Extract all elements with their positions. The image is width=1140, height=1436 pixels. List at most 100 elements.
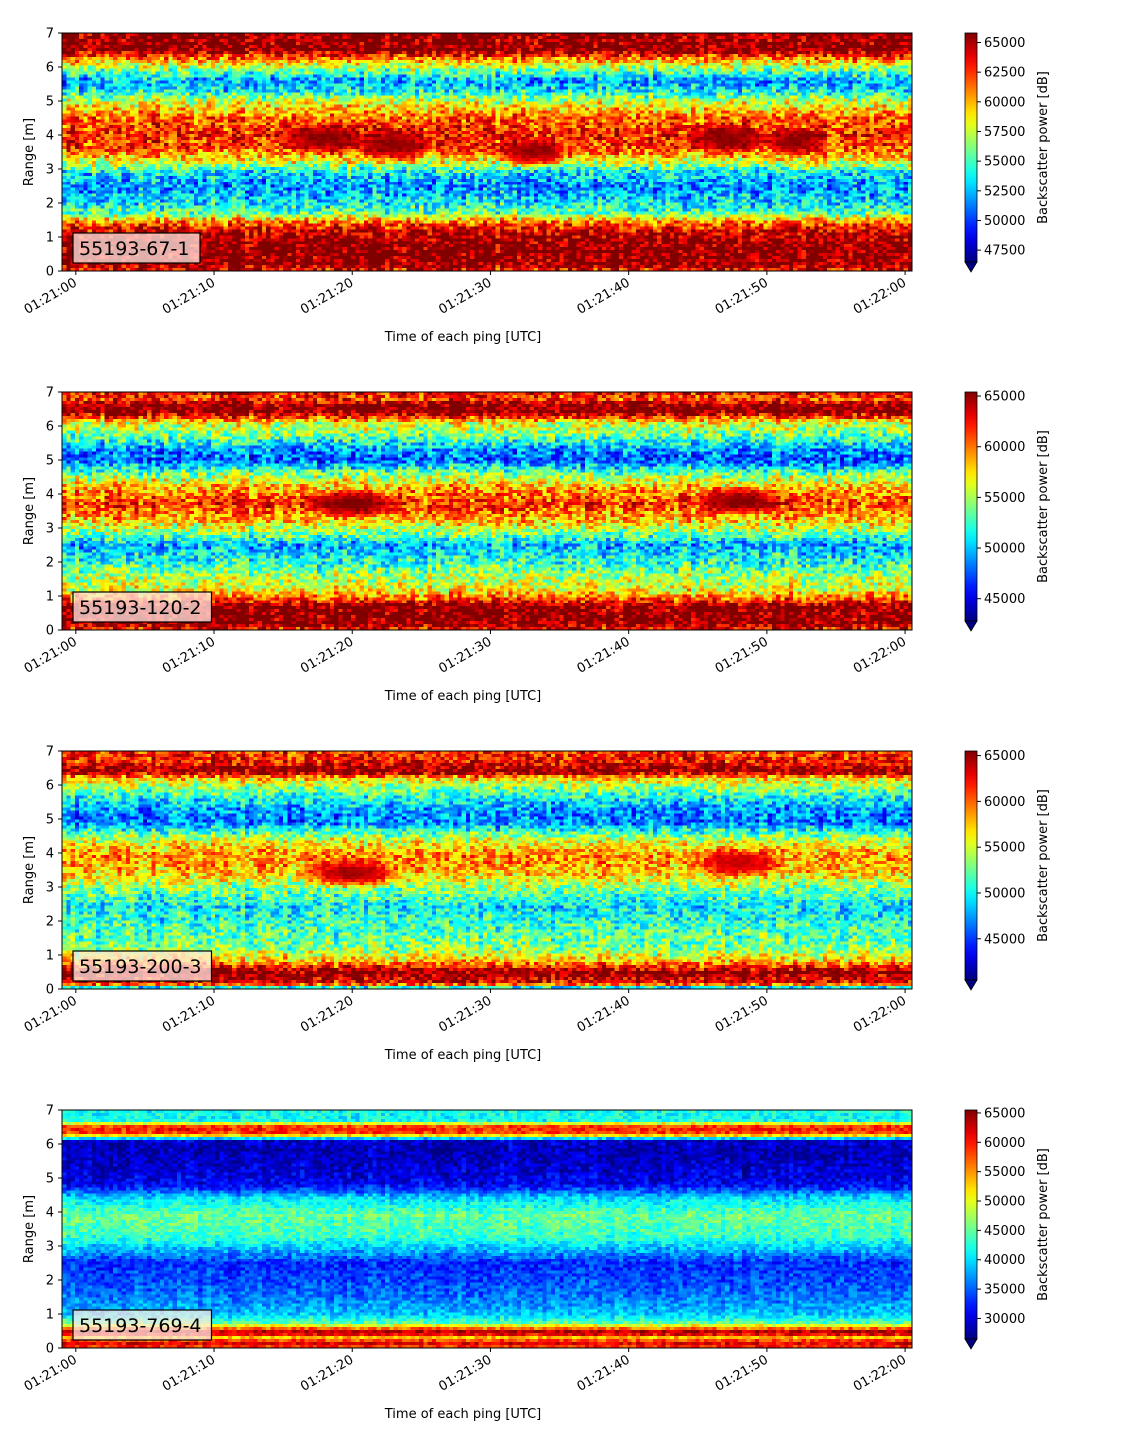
echogram-panel-3: 0 1 2 3 4 5 6 7 01:21:00 01:21:10 01:21:20 01:21:30… — [22, 745, 1051, 1064]
colorbar-tick-label: 65000 — [984, 1106, 1025, 1121]
colorbar-tick-label: 45000 — [984, 592, 1025, 607]
y-tick-label: 4 — [46, 847, 54, 862]
y-tick-label: 7 — [46, 27, 54, 42]
x-axis-label: Time of each ping [UTC] — [384, 689, 542, 704]
x-tick-label: 01:21:10 — [160, 634, 218, 676]
x-axis-label: Time of each ping [UTC] — [384, 1407, 542, 1422]
colorbar: 30000 35000 40000 45000 50000 55000 60000 65000… — [964, 1106, 1051, 1350]
y-tick-label: 0 — [46, 983, 54, 998]
x-tick-label: 01:21:50 — [713, 1352, 771, 1394]
y-tick-label: 3 — [46, 1240, 54, 1255]
y-tick-label: 0 — [46, 624, 54, 639]
echogram-heatmap — [62, 33, 912, 271]
colorbar-label: Backscatter power [dB] — [1036, 71, 1051, 224]
x-tick-label: 01:21:30 — [436, 275, 494, 317]
x-tick-label: 01:21:50 — [713, 634, 771, 676]
y-tick-label: 1 — [46, 949, 54, 964]
colorbar: 47500 50000 52500 55000 57500 60000 62500 65000… — [964, 32, 1051, 273]
colorbar-label: Backscatter power [dB] — [1036, 1148, 1051, 1301]
x-tick-label: 01:21:10 — [160, 1352, 218, 1394]
x-tick-label: 01:21:20 — [298, 634, 356, 676]
y-tick-label: 5 — [46, 454, 54, 469]
x-tick-label: 01:21:20 — [298, 275, 356, 317]
colorbar-tick-label: 40000 — [984, 1253, 1025, 1268]
x-tick-label: 01:21:10 — [160, 993, 218, 1035]
x-tick-label: 01:21:50 — [713, 993, 771, 1035]
transducer-label: 55193-67-1 — [72, 232, 201, 264]
x-tick-label: 01:22:00 — [851, 275, 909, 317]
x-tick-label: 01:21:00 — [22, 1352, 80, 1394]
y-tick-label: 5 — [46, 1172, 54, 1187]
axes-frame — [61, 32, 913, 272]
x-tick-label: 01:21:40 — [575, 1352, 633, 1394]
colorbar-gradient — [964, 750, 978, 981]
y-tick-label: 6 — [46, 779, 54, 794]
y-tick-label: 6 — [46, 420, 54, 435]
colorbar-extend-arrow — [964, 261, 978, 273]
y-tick-label: 1 — [46, 231, 54, 246]
echogram-panel-1: 0 1 2 3 4 5 6 7 01:21:00 01:21:10 01:21:20 01:21:30… — [22, 27, 1051, 346]
colorbar-tick-label: 65000 — [984, 749, 1025, 764]
axes-frame — [61, 391, 913, 631]
x-axis-label: Time of each ping [UTC] — [384, 1048, 542, 1063]
x-axis-label: Time of each ping [UTC] — [384, 330, 542, 345]
x-tick-label: 01:21:40 — [575, 634, 633, 676]
y-axis-label: Range [m] — [22, 477, 37, 545]
colorbar-tick-label: 50000 — [984, 1195, 1025, 1210]
axes-frame — [61, 750, 913, 990]
x-tick-label: 01:21:20 — [298, 1352, 356, 1394]
x-tick-label: 01:21:40 — [575, 993, 633, 1035]
x-tick-label: 01:22:00 — [851, 1352, 909, 1394]
svg-text:55193-200-3: 55193-200-3 — [79, 956, 202, 978]
y-tick-label: 3 — [46, 881, 54, 896]
y-tick-label: 4 — [46, 488, 54, 503]
x-tick-label: 01:21:30 — [436, 634, 494, 676]
echogram-heatmap — [62, 392, 912, 630]
y-tick-label: 1 — [46, 590, 54, 605]
y-tick-label: 4 — [46, 1206, 54, 1221]
y-tick-label: 3 — [46, 522, 54, 537]
axes-frame — [61, 1109, 913, 1349]
colorbar-extend-arrow — [964, 979, 978, 991]
colorbar-tick-label: 57500 — [984, 125, 1025, 140]
y-tick-label: 5 — [46, 813, 54, 828]
colorbar-tick-label: 55000 — [984, 841, 1025, 856]
colorbar-label: Backscatter power [dB] — [1036, 430, 1051, 583]
x-tick-label: 01:21:00 — [22, 993, 80, 1035]
colorbar: 45000 50000 55000 60000 65000 Backscatter pow… — [964, 749, 1051, 991]
y-tick-label: 4 — [46, 129, 54, 144]
colorbar-tick-label: 45000 — [984, 1224, 1025, 1239]
echogram-panel-4: 0 1 2 3 4 5 6 7 01:21:00 01:21:10 01:21:20 01:21:30… — [22, 1104, 1051, 1423]
x-tick-label: 01:21:00 — [22, 634, 80, 676]
y-tick-label: 2 — [46, 915, 54, 930]
y-tick-label: 7 — [46, 386, 54, 401]
y-tick-label: 2 — [46, 556, 54, 571]
colorbar-tick-label: 30000 — [984, 1312, 1025, 1327]
colorbar-tick-label: 55000 — [984, 155, 1025, 170]
y-tick-label: 1 — [46, 1308, 54, 1323]
colorbar-tick-label: 62500 — [984, 66, 1025, 81]
colorbar-tick-label: 50000 — [984, 886, 1025, 901]
svg-text:55193-67-1: 55193-67-1 — [79, 238, 189, 260]
transducer-label: 55193-769-4 — [72, 1309, 213, 1341]
x-tick-label: 01:21:50 — [713, 275, 771, 317]
y-tick-label: 6 — [46, 1138, 54, 1153]
y-tick-label: 5 — [46, 95, 54, 110]
x-tick-label: 01:21:20 — [298, 993, 356, 1035]
x-tick-label: 01:21:00 — [22, 275, 80, 317]
x-tick-label: 01:22:00 — [851, 634, 909, 676]
svg-text:55193-120-2: 55193-120-2 — [79, 597, 202, 619]
y-tick-label: 6 — [46, 61, 54, 76]
x-tick-label: 01:22:00 — [851, 993, 909, 1035]
y-tick-label: 3 — [46, 163, 54, 178]
colorbar-label: Backscatter power [dB] — [1036, 789, 1051, 942]
x-tick-label: 01:21:10 — [160, 275, 218, 317]
colorbar-tick-label: 60000 — [984, 95, 1025, 110]
colorbar-tick-label: 55000 — [984, 491, 1025, 506]
colorbar-tick-label: 65000 — [984, 390, 1025, 405]
colorbar-tick-label: 60000 — [984, 795, 1025, 810]
colorbar-tick-label: 50000 — [984, 214, 1025, 229]
colorbar-tick-label: 35000 — [984, 1283, 1025, 1298]
y-tick-label: 7 — [46, 745, 54, 760]
